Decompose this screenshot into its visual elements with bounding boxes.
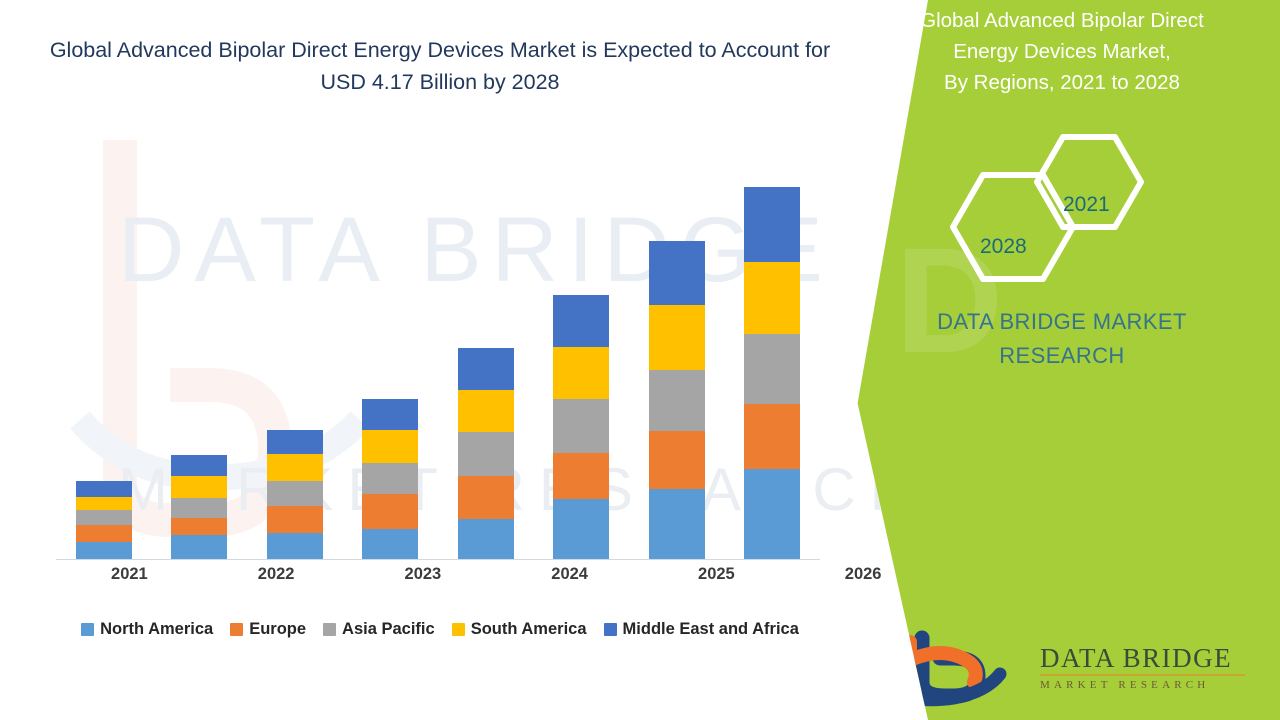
chart-legend: North America Europe Asia Pacific South Ame… bbox=[40, 616, 840, 642]
bar-segment-europe-2022[interactable] bbox=[171, 517, 228, 535]
x-axis-label-2023: 2023 bbox=[404, 565, 442, 583]
chart-title: Global Advanced Bipolar Direct Energy De… bbox=[49, 38, 831, 94]
bar-segment-asia-pacific-2025[interactable] bbox=[457, 432, 514, 477]
hexagon-2028-label: 2028 bbox=[980, 235, 1027, 258]
legend-swatch-middle-east-and-africa bbox=[603, 622, 617, 636]
bar-segment-south-america-2022[interactable] bbox=[171, 476, 228, 499]
bar-segment-north-america-2025[interactable] bbox=[457, 518, 514, 559]
legend-item-south-america[interactable]: South America bbox=[451, 619, 587, 639]
bar-segment-asia-pacific-2028[interactable] bbox=[744, 334, 801, 404]
bar-segment-south-america-2021[interactable] bbox=[75, 496, 132, 510]
bar-segment-asia-pacific-2026[interactable] bbox=[553, 399, 610, 453]
bar-segment-europe-2021[interactable] bbox=[75, 525, 132, 543]
legend-item-europe[interactable]: Europe bbox=[230, 620, 306, 639]
bar-group bbox=[56, 121, 820, 559]
bar-segment-europe-2028[interactable] bbox=[744, 403, 801, 469]
x-axis-line bbox=[56, 559, 820, 560]
bar-segment-europe-2023[interactable] bbox=[266, 506, 323, 534]
bar-2026[interactable] bbox=[553, 295, 610, 559]
bar-segment-asia-pacific-2027[interactable] bbox=[648, 369, 705, 431]
bar-2028[interactable] bbox=[744, 187, 801, 559]
hexagon-pair: 2021 2028 bbox=[945, 125, 1175, 295]
bar-segment-north-america-2027[interactable] bbox=[648, 489, 705, 559]
bar-segment-asia-pacific-2022[interactable] bbox=[171, 498, 228, 518]
legend-label-middle-east-and-africa: Middle East and Africa bbox=[622, 619, 799, 638]
bar-segment-europe-2026[interactable] bbox=[553, 452, 610, 500]
bar-2022[interactable] bbox=[171, 454, 228, 559]
bar-segment-asia-pacific-2021[interactable] bbox=[75, 509, 132, 526]
bar-segment-south-america-2023[interactable] bbox=[266, 453, 323, 481]
legend-item-north-america[interactable]: North America bbox=[81, 620, 213, 639]
x-axis-label-2025: 2025 bbox=[698, 565, 735, 583]
bar-segment-europe-2027[interactable] bbox=[648, 430, 705, 490]
bar-segment-middle-east-and-africa-2024[interactable] bbox=[362, 399, 419, 430]
bar-segment-south-america-2024[interactable] bbox=[362, 429, 419, 463]
side-panel-brand: DATA BRIDGE MARKET RESEARCH bbox=[862, 305, 1262, 373]
hexagon-shapes bbox=[950, 134, 1144, 282]
bar-segment-north-america-2024[interactable] bbox=[362, 528, 419, 559]
legend-swatch-south-america bbox=[451, 622, 465, 636]
bar-2024[interactable] bbox=[362, 399, 419, 559]
bar-segment-middle-east-and-africa-2027[interactable] bbox=[648, 240, 705, 305]
data-bridge-logo-text: DATA BRIDGE MARKET RESEARCH bbox=[1040, 643, 1260, 694]
side-panel-brand-line-2: RESEARCH bbox=[999, 343, 1125, 368]
side-panel-heading-line-3: By Regions, 2021 to 2028 bbox=[944, 71, 1180, 94]
x-axis-label-2022: 2022 bbox=[257, 565, 295, 583]
side-panel-heading-line-2: Energy Devices Market, bbox=[953, 40, 1171, 63]
bar-segment-middle-east-and-africa-2023[interactable] bbox=[266, 429, 323, 454]
legend-item-asia-pacific[interactable]: Asia Pacific bbox=[323, 620, 435, 639]
hexagon-2021-label: 2021 bbox=[1063, 193, 1110, 216]
side-panel: D Global Advanced Bipolar Direct Energy … bbox=[857, 0, 1280, 720]
bar-segment-middle-east-and-africa-2026[interactable] bbox=[553, 295, 610, 347]
hexagon-2021-shape bbox=[1034, 134, 1144, 230]
bar-segment-south-america-2028[interactable] bbox=[744, 261, 801, 335]
bar-segment-europe-2025[interactable] bbox=[457, 476, 514, 519]
bar-segment-south-america-2025[interactable] bbox=[457, 390, 514, 433]
bar-segment-middle-east-and-africa-2021[interactable] bbox=[75, 480, 132, 497]
logo-sub-text: MARKET RESEARCH bbox=[1040, 679, 1210, 691]
legend-label-europe: Europe bbox=[249, 619, 307, 638]
x-axis-label-2024: 2024 bbox=[551, 565, 588, 583]
bar-segment-europe-2024[interactable] bbox=[362, 493, 419, 529]
legend-label-south-america: South America bbox=[470, 619, 587, 638]
bar-2023[interactable] bbox=[266, 429, 323, 559]
bar-segment-north-america-2028[interactable] bbox=[744, 468, 801, 559]
bar-segment-north-america-2023[interactable] bbox=[266, 533, 323, 559]
side-panel-heading: Global Advanced Bipolar Direct Energy De… bbox=[862, 5, 1262, 98]
bar-segment-asia-pacific-2024[interactable] bbox=[362, 462, 419, 494]
legend-swatch-north-america bbox=[81, 622, 95, 636]
bar-segment-south-america-2027[interactable] bbox=[648, 304, 705, 370]
bar-2025[interactable] bbox=[457, 347, 514, 559]
bar-segment-south-america-2026[interactable] bbox=[553, 346, 610, 400]
bar-segment-north-america-2021[interactable] bbox=[75, 542, 132, 559]
logo-main-text: DATA BRIDGE bbox=[1040, 643, 1233, 673]
side-panel-brand-line-1: DATA BRIDGE MARKET bbox=[937, 309, 1187, 334]
logo-divider bbox=[1040, 674, 1245, 676]
side-panel-heading-line-1: Global Advanced Bipolar Direct bbox=[920, 9, 1204, 32]
legend-swatch-europe bbox=[230, 622, 244, 636]
bar-segment-middle-east-and-africa-2028[interactable] bbox=[744, 187, 801, 262]
legend-item-middle-east-and-africa[interactable]: Middle East and Africa bbox=[603, 619, 799, 639]
bar-segment-north-america-2026[interactable] bbox=[553, 499, 610, 559]
bar-segment-asia-pacific-2023[interactable] bbox=[266, 480, 323, 507]
legend-label-asia-pacific: Asia Pacific bbox=[342, 619, 435, 638]
bar-segment-middle-east-and-africa-2025[interactable] bbox=[457, 347, 514, 391]
bar-2027[interactable] bbox=[648, 240, 705, 559]
x-axis-label-2026: 2026 bbox=[844, 565, 882, 583]
bar-segment-middle-east-and-africa-2022[interactable] bbox=[171, 454, 228, 477]
legend-label-north-america: North America bbox=[100, 619, 214, 638]
bar-2021[interactable] bbox=[75, 480, 132, 559]
bar-segment-north-america-2022[interactable] bbox=[171, 534, 228, 559]
legend-swatch-asia-pacific bbox=[323, 622, 337, 636]
chart-plot-area bbox=[40, 120, 830, 560]
hexagon-2028-shape bbox=[950, 172, 1076, 282]
x-axis-label-2021: 2021 bbox=[111, 565, 148, 583]
